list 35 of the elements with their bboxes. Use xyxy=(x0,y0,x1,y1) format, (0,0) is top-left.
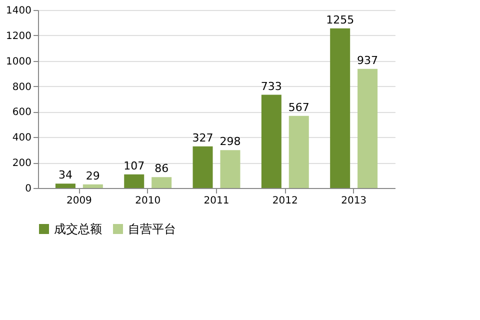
x-tick-label: 2011 xyxy=(204,196,230,206)
data-label: 937 xyxy=(357,54,378,67)
y-tick-label: 1000 xyxy=(6,56,32,68)
data-label: 327 xyxy=(192,131,214,144)
data-label: 567 xyxy=(288,100,310,114)
data-label: 86 xyxy=(154,162,169,176)
bar xyxy=(330,28,350,188)
y-tick-label: 1200 xyxy=(6,30,32,42)
legend-label: 自营平台 xyxy=(128,222,176,236)
bar xyxy=(152,177,172,188)
bar xyxy=(82,184,103,188)
bar xyxy=(55,184,76,188)
x-tick-label: 2009 xyxy=(66,196,92,206)
x-tick-label: 2012 xyxy=(272,196,298,206)
y-tick-label: 0 xyxy=(25,184,32,194)
data-label: 298 xyxy=(220,135,241,148)
data-label: 34 xyxy=(58,168,72,182)
data-label: 107 xyxy=(124,159,145,172)
x-tick-label: 2010 xyxy=(135,196,161,206)
data-label: 733 xyxy=(260,80,282,93)
y-tick-label: 600 xyxy=(12,107,32,118)
y-tick-label: 800 xyxy=(12,82,32,93)
bar xyxy=(288,116,309,188)
bar xyxy=(192,146,213,188)
x-tick-label: 2013 xyxy=(341,196,367,206)
y-tick-label: 200 xyxy=(12,158,32,170)
y-tick-label: 400 xyxy=(12,132,32,144)
y-tick-label: 1400 xyxy=(6,6,32,16)
data-label: 29 xyxy=(86,169,100,182)
bar xyxy=(220,150,240,188)
bar xyxy=(261,94,282,188)
bar xyxy=(124,174,144,188)
legend-label: 成交总额 xyxy=(54,222,102,236)
bar xyxy=(358,68,378,188)
data-label: 1255 xyxy=(326,13,354,26)
